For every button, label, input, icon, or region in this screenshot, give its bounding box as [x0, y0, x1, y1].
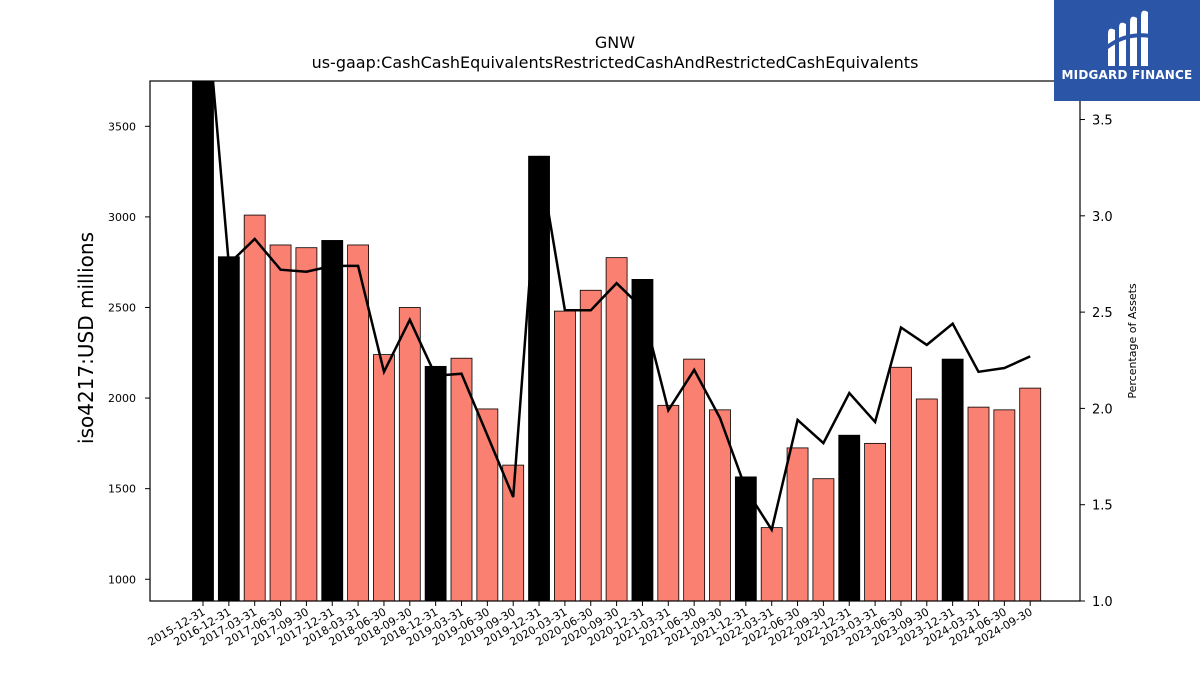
y2-tick-label: 2.0: [1092, 402, 1113, 417]
bar-2020-12-31: [631, 278, 654, 601]
bar-2021-06-30: [683, 358, 706, 601]
y2-tick-label: 1.0: [1092, 595, 1113, 610]
bar-2019-12-31: [528, 155, 550, 601]
bar-2017-12-31: [321, 240, 344, 601]
bar-2021-12-31: [734, 476, 757, 601]
chart-title: GNW: [595, 33, 635, 52]
bar-2022-03-31: [760, 527, 783, 601]
y-tick-label: 1500: [108, 483, 136, 496]
y-tick-label: 2000: [108, 392, 136, 405]
bar-2023-03-31: [864, 442, 886, 601]
percentage-line: [211, 81, 1031, 533]
bar-2020-09-30: [605, 257, 628, 601]
y2-tick-label: 3.0: [1092, 210, 1113, 225]
bar-2023-06-30: [890, 366, 912, 601]
plot-frame: [149, 80, 1081, 602]
bar-2019-09-30: [502, 464, 525, 601]
bar-2022-06-30: [786, 447, 809, 601]
bar-2017-06-30: [269, 244, 292, 601]
bar-2024-09-30: [1019, 387, 1042, 601]
bar-2020-03-31: [554, 310, 576, 601]
bar-2016-12-31: [217, 256, 240, 601]
y2-axis-label: Percentage of Assets: [1126, 283, 1139, 399]
y-tick-label: 3000: [108, 211, 136, 224]
bar-2021-03-31: [657, 404, 680, 601]
bar-2017-03-31: [243, 214, 266, 601]
bar-2020-06-30: [579, 289, 602, 601]
logo-text: MIDGARD FINANCE: [1061, 68, 1193, 82]
bar-2022-09-30: [812, 478, 835, 601]
bar-2023-09-30: [915, 398, 938, 601]
bar-2024-06-30: [993, 409, 1016, 601]
chart-subtitle: us-gaap:CashCashEquivalentsRestrictedCas…: [312, 53, 919, 72]
y-tick-label: 1000: [108, 573, 136, 586]
y2-tick-label: 2.5: [1092, 306, 1113, 321]
logo-mark-icon: [1104, 10, 1151, 67]
bar-2018-06-30: [373, 354, 395, 601]
bar-2018-12-31: [424, 365, 447, 601]
y2-tick-label: 3.5: [1092, 114, 1113, 129]
bar-2022-12-31: [838, 434, 861, 601]
brand-logo: MIDGARD FINANCE: [1054, 0, 1200, 101]
bars-layer: [192, 81, 1042, 601]
bar-2021-09-30: [709, 409, 731, 601]
line-layer: [211, 81, 1031, 533]
bar-2019-06-30: [476, 408, 499, 601]
bar-2015-12-31: [192, 81, 214, 601]
y-tick-label: 2500: [108, 301, 136, 314]
bar-2019-03-31: [450, 357, 473, 601]
y-tick-label: 3500: [108, 120, 136, 133]
bar-2017-09-30: [295, 247, 318, 601]
bar-2018-09-30: [398, 307, 421, 601]
bar-2024-03-31: [967, 406, 990, 601]
y-axis-label: iso4217:USD millions: [74, 232, 98, 444]
bar-2023-12-31: [941, 358, 964, 601]
y2-tick-label: 1.5: [1092, 499, 1113, 514]
